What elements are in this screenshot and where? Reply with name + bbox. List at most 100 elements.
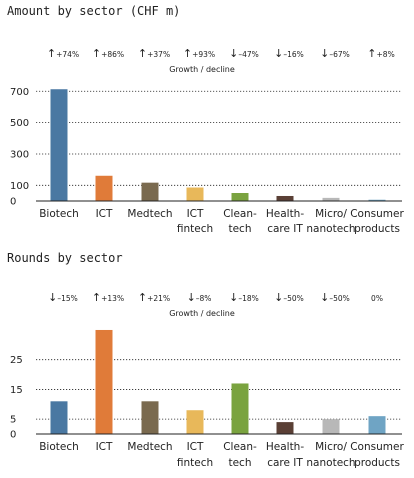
arrow-up-icon: ↑ — [138, 291, 147, 304]
category-label: fintech — [177, 223, 213, 235]
bar — [95, 329, 113, 434]
bar — [50, 89, 68, 201]
growth-value: ↑+21% — [138, 291, 170, 304]
arrow-up-icon: ↑ — [92, 291, 101, 304]
bar — [50, 401, 68, 434]
category-label: ICT — [96, 441, 113, 453]
growth-percent: –67% — [329, 50, 349, 59]
chart-title-amount: Amount by sector (CHF m) — [7, 4, 180, 18]
amount-chart: ↑+74% ↑+86% ↑+37% ↑+93% ↓–47% ↓–16% ↓–67% ↑+8%G… — [10, 47, 404, 235]
arrow-up-icon: ↑ — [183, 47, 192, 60]
arrow-down-icon: ↓ — [320, 47, 329, 60]
growth-percent: –16% — [283, 50, 303, 59]
category-label: Micro/ — [315, 441, 347, 453]
bar — [95, 175, 113, 201]
category-label: Medtech — [127, 441, 172, 453]
growth-value: ↑+86% — [92, 47, 124, 60]
category-label: Health- — [266, 208, 304, 220]
bar — [186, 410, 204, 434]
y-tick-label: 5 — [10, 415, 16, 426]
y-tick-label: 500 — [10, 118, 29, 129]
growth-value: 0% — [371, 294, 383, 303]
arrow-down-icon: ↓ — [187, 291, 196, 304]
arrow-down-icon: ↓ — [48, 291, 57, 304]
growth-value: ↓–8% — [187, 291, 212, 304]
category-label: tech — [228, 457, 251, 469]
y-tick-label: 0 — [10, 197, 16, 208]
category-label: care IT — [267, 223, 303, 235]
arrow-down-icon: ↓ — [229, 291, 238, 304]
growth-label: Growth / decline — [169, 65, 235, 74]
category-label: Consumer — [350, 441, 404, 453]
bar — [141, 182, 159, 201]
growth-value: ↑+93% — [183, 47, 215, 60]
arrow-up-icon: ↑ — [138, 47, 147, 60]
category-label: care IT — [267, 457, 303, 469]
arrow-down-icon: ↓ — [274, 47, 283, 60]
growth-label: Growth / decline — [169, 309, 235, 318]
growth-percent: –47% — [238, 50, 258, 59]
bar — [368, 199, 386, 201]
growth-percent: +8% — [377, 50, 395, 59]
growth-percent: –18% — [238, 294, 258, 303]
category-label: ICT — [187, 441, 204, 453]
growth-percent: –8% — [196, 294, 212, 303]
growth-percent: 0% — [371, 294, 383, 303]
y-tick-label: 700 — [10, 87, 29, 98]
growth-percent: +21% — [147, 294, 170, 303]
growth-value: ↓–16% — [274, 47, 304, 60]
category-label: Health- — [266, 441, 304, 453]
category-label: Biotech — [39, 441, 79, 453]
category-label: ICT — [96, 208, 113, 220]
bar — [276, 195, 294, 201]
bar — [231, 193, 249, 201]
chart-title-rounds: Rounds by sector — [7, 251, 123, 265]
growth-value: ↑+8% — [367, 47, 394, 60]
arrow-up-icon: ↑ — [47, 47, 56, 60]
category-label: Micro/ — [315, 208, 347, 220]
growth-percent: +93% — [192, 50, 215, 59]
growth-value: ↓–50% — [274, 291, 304, 304]
y-tick-label: 100 — [10, 181, 29, 192]
bar — [276, 422, 294, 434]
growth-percent: +37% — [147, 50, 170, 59]
category-label: Medtech — [127, 208, 172, 220]
bar — [186, 187, 204, 201]
growth-percent: +74% — [56, 50, 79, 59]
growth-value: ↓–47% — [229, 47, 259, 60]
category-label: products — [354, 457, 400, 469]
arrow-down-icon: ↓ — [229, 47, 238, 60]
growth-value: ↓–50% — [320, 291, 350, 304]
bar — [231, 383, 249, 434]
category-label: nanotech — [306, 223, 355, 235]
y-tick-label: 15 — [10, 385, 23, 396]
growth-percent: +13% — [101, 294, 124, 303]
growth-value: ↓–67% — [320, 47, 350, 60]
category-label: Clean- — [223, 441, 257, 453]
bar — [141, 401, 159, 434]
growth-percent: +86% — [101, 50, 124, 59]
rounds-chart: ↓–15% ↑+13% ↑+21% ↓–8% ↓–18% ↓–50% ↓–50% 0%Grow… — [10, 291, 404, 469]
growth-value: ↑+37% — [138, 47, 170, 60]
bar — [368, 416, 386, 434]
arrow-down-icon: ↓ — [274, 291, 283, 304]
bar — [322, 419, 340, 434]
category-label: Clean- — [223, 208, 257, 220]
arrow-down-icon: ↓ — [320, 291, 329, 304]
growth-value: ↓–15% — [48, 291, 78, 304]
arrow-up-icon: ↑ — [92, 47, 101, 60]
arrow-up-icon: ↑ — [367, 47, 376, 60]
category-label: ICT — [187, 208, 204, 220]
category-label: fintech — [177, 457, 213, 469]
category-label: products — [354, 223, 400, 235]
growth-value: ↑+74% — [47, 47, 79, 60]
category-label: Consumer — [350, 208, 404, 220]
y-tick-label: 0 — [10, 430, 16, 441]
growth-value: ↑+13% — [92, 291, 124, 304]
growth-value: ↓–18% — [229, 291, 259, 304]
category-label: tech — [228, 223, 251, 235]
category-label: Biotech — [39, 208, 79, 220]
growth-percent: –15% — [57, 294, 77, 303]
growth-percent: –50% — [283, 294, 303, 303]
